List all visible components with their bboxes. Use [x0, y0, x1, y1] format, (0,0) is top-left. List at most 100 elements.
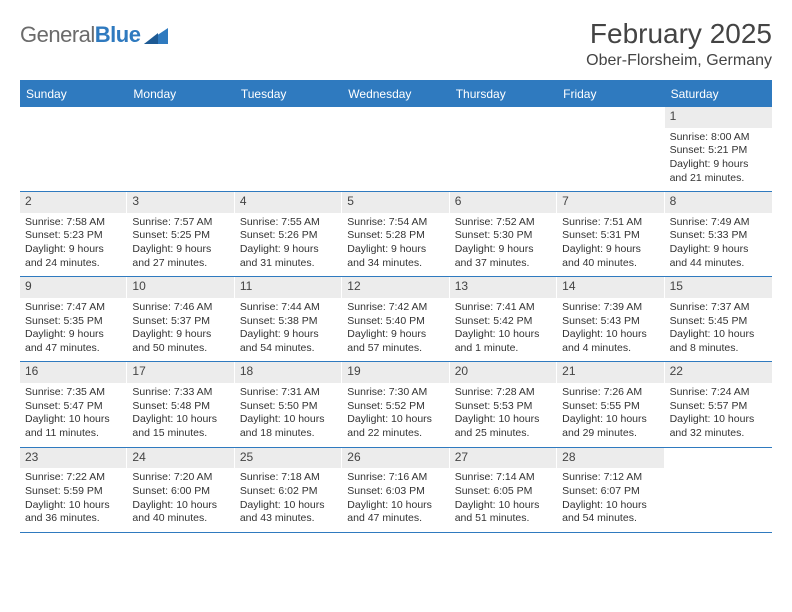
day-number: 27: [450, 448, 556, 469]
daylight-text: and 44 minutes.: [670, 257, 767, 271]
calendar-cell: 15Sunrise: 7:37 AMSunset: 5:45 PMDayligh…: [665, 277, 772, 361]
sunrise-text: Sunrise: 7:28 AM: [455, 386, 551, 400]
sunrise-text: Sunrise: 7:49 AM: [670, 216, 767, 230]
sunrise-text: Sunrise: 7:58 AM: [25, 216, 121, 230]
daylight-text: Daylight: 9 hours: [132, 243, 228, 257]
calendar-cell: 17Sunrise: 7:33 AMSunset: 5:48 PMDayligh…: [127, 362, 234, 446]
daylight-text: and 51 minutes.: [455, 512, 551, 526]
daylight-text: Daylight: 10 hours: [670, 328, 767, 342]
sunset-text: Sunset: 5:48 PM: [132, 400, 228, 414]
sunrise-text: Sunrise: 7:31 AM: [240, 386, 336, 400]
calendar-cell: [665, 448, 772, 532]
daylight-text: and 37 minutes.: [455, 257, 551, 271]
daylight-text: and 29 minutes.: [562, 427, 658, 441]
calendar-cell: [235, 107, 342, 191]
calendar-cell: [342, 107, 449, 191]
daylight-text: and 24 minutes.: [25, 257, 121, 271]
weekday-label: Thursday: [450, 82, 557, 107]
calendar-cell: 11Sunrise: 7:44 AMSunset: 5:38 PMDayligh…: [235, 277, 342, 361]
daylight-text: Daylight: 10 hours: [562, 413, 658, 427]
daylight-text: Daylight: 9 hours: [455, 243, 551, 257]
daylight-text: Daylight: 9 hours: [240, 243, 336, 257]
weekday-header: Sunday Monday Tuesday Wednesday Thursday…: [20, 82, 772, 107]
day-number: 11: [235, 277, 341, 298]
sunset-text: Sunset: 5:40 PM: [347, 315, 443, 329]
sunrise-text: Sunrise: 7:22 AM: [25, 471, 121, 485]
sunset-text: Sunset: 6:02 PM: [240, 485, 336, 499]
daylight-text: and 36 minutes.: [25, 512, 121, 526]
calendar-week: 16Sunrise: 7:35 AMSunset: 5:47 PMDayligh…: [20, 362, 772, 447]
daylight-text: Daylight: 9 hours: [670, 158, 767, 172]
sunrise-text: Sunrise: 7:30 AM: [347, 386, 443, 400]
day-number: 4: [235, 192, 341, 213]
sunset-text: Sunset: 5:59 PM: [25, 485, 121, 499]
sunrise-text: Sunrise: 7:57 AM: [132, 216, 228, 230]
day-number: 28: [557, 448, 663, 469]
daylight-text: Daylight: 10 hours: [132, 499, 228, 513]
sunrise-text: Sunrise: 7:12 AM: [562, 471, 658, 485]
sunrise-text: Sunrise: 7:24 AM: [670, 386, 767, 400]
day-number: 21: [557, 362, 663, 383]
sunrise-text: Sunrise: 7:54 AM: [347, 216, 443, 230]
sunset-text: Sunset: 5:30 PM: [455, 229, 551, 243]
logo-text: GeneralBlue: [20, 22, 140, 48]
daylight-text: and 4 minutes.: [562, 342, 658, 356]
sunset-text: Sunset: 6:07 PM: [562, 485, 658, 499]
daylight-text: Daylight: 9 hours: [562, 243, 658, 257]
day-number: 7: [557, 192, 663, 213]
sunrise-text: Sunrise: 7:37 AM: [670, 301, 767, 315]
weekday-label: Monday: [127, 82, 234, 107]
day-number: 12: [342, 277, 448, 298]
sunset-text: Sunset: 5:53 PM: [455, 400, 551, 414]
calendar-cell: 25Sunrise: 7:18 AMSunset: 6:02 PMDayligh…: [235, 448, 342, 532]
daylight-text: Daylight: 9 hours: [25, 243, 121, 257]
sunrise-text: Sunrise: 7:16 AM: [347, 471, 443, 485]
weekday-label: Friday: [557, 82, 664, 107]
sunset-text: Sunset: 5:38 PM: [240, 315, 336, 329]
day-number: 6: [450, 192, 556, 213]
day-number: 9: [20, 277, 126, 298]
day-number: 17: [127, 362, 233, 383]
daylight-text: and 22 minutes.: [347, 427, 443, 441]
daylight-text: and 21 minutes.: [670, 172, 767, 186]
daylight-text: and 27 minutes.: [132, 257, 228, 271]
daylight-text: and 15 minutes.: [132, 427, 228, 441]
sunrise-text: Sunrise: 7:44 AM: [240, 301, 336, 315]
daylight-text: and 40 minutes.: [562, 257, 658, 271]
daylight-text: Daylight: 9 hours: [347, 328, 443, 342]
calendar-cell: 7Sunrise: 7:51 AMSunset: 5:31 PMDaylight…: [557, 192, 664, 276]
calendar-cell: 28Sunrise: 7:12 AMSunset: 6:07 PMDayligh…: [557, 448, 664, 532]
calendar-cell: [127, 107, 234, 191]
daylight-text: and 47 minutes.: [25, 342, 121, 356]
calendar-cell: 23Sunrise: 7:22 AMSunset: 5:59 PMDayligh…: [20, 448, 127, 532]
sunset-text: Sunset: 5:55 PM: [562, 400, 658, 414]
daylight-text: and 54 minutes.: [240, 342, 336, 356]
day-number: 18: [235, 362, 341, 383]
calendar-cell: 10Sunrise: 7:46 AMSunset: 5:37 PMDayligh…: [127, 277, 234, 361]
calendar-cell: [557, 107, 664, 191]
daylight-text: and 11 minutes.: [25, 427, 121, 441]
calendar-cell: 21Sunrise: 7:26 AMSunset: 5:55 PMDayligh…: [557, 362, 664, 446]
daylight-text: Daylight: 10 hours: [25, 413, 121, 427]
sunset-text: Sunset: 5:25 PM: [132, 229, 228, 243]
day-number: 16: [20, 362, 126, 383]
sunrise-text: Sunrise: 7:39 AM: [562, 301, 658, 315]
calendar-cell: 14Sunrise: 7:39 AMSunset: 5:43 PMDayligh…: [557, 277, 664, 361]
daylight-text: Daylight: 9 hours: [347, 243, 443, 257]
day-number: 14: [557, 277, 663, 298]
calendar-cell: 26Sunrise: 7:16 AMSunset: 6:03 PMDayligh…: [342, 448, 449, 532]
location: Ober-Florsheim, Germany: [586, 52, 772, 70]
day-number: 25: [235, 448, 341, 469]
daylight-text: and 18 minutes.: [240, 427, 336, 441]
month-title: February 2025: [586, 18, 772, 50]
sunset-text: Sunset: 5:47 PM: [25, 400, 121, 414]
weekday-label: Tuesday: [235, 82, 342, 107]
sunrise-text: Sunrise: 7:47 AM: [25, 301, 121, 315]
logo: GeneralBlue: [20, 18, 168, 48]
day-number: 1: [665, 107, 772, 128]
sunset-text: Sunset: 6:03 PM: [347, 485, 443, 499]
logo-triangle-icon: [144, 26, 168, 44]
daylight-text: and 8 minutes.: [670, 342, 767, 356]
header: GeneralBlue February 2025 Ober-Florsheim…: [20, 18, 772, 70]
daylight-text: and 54 minutes.: [562, 512, 658, 526]
